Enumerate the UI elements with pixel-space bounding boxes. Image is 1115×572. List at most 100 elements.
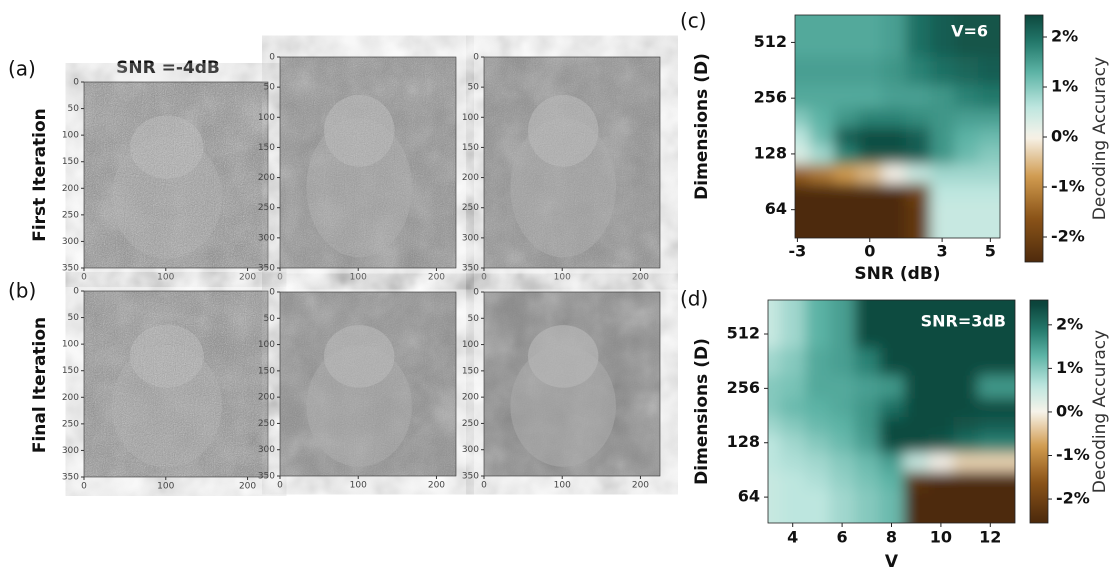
heatmap-cell xyxy=(954,164,979,183)
y-tick-label: 50 xyxy=(68,104,80,114)
x-tick-label: 5 xyxy=(985,242,996,261)
heatmap xyxy=(765,0,1031,269)
y-tick-label: 350 xyxy=(258,472,275,482)
heatmap-cell xyxy=(904,375,929,399)
heatmap-cell xyxy=(904,416,929,434)
heatmap-cell xyxy=(780,452,805,471)
heatmap-cell xyxy=(834,56,859,84)
x-tick-label: 0 xyxy=(81,482,87,492)
y-tick-label: 350 xyxy=(462,264,479,274)
y-tick-label: 0 xyxy=(473,288,479,298)
heatmap-cell xyxy=(854,488,879,507)
heatmap-cell xyxy=(906,201,931,220)
heatmap-cell xyxy=(805,452,830,471)
heatmap-cell xyxy=(780,471,805,489)
heatmap-cell xyxy=(834,84,859,108)
y-tick-label: 200 xyxy=(462,173,479,183)
heatmap-cell xyxy=(882,84,907,108)
heatmap-cell xyxy=(930,183,955,201)
heatmap-cell xyxy=(882,145,907,164)
colorbar-tick-label: -2% xyxy=(1056,489,1090,508)
y-tick-label: 350 xyxy=(258,264,275,274)
heatmap-cell xyxy=(879,471,904,489)
panel-label: (d) xyxy=(680,287,708,311)
heatmap-cell xyxy=(858,0,883,33)
heatmap-cell xyxy=(906,183,931,201)
heatmap-cell xyxy=(906,33,931,57)
x-tick-label: 10 xyxy=(930,528,952,547)
heatmap-cell xyxy=(953,375,978,399)
heatmap-cell xyxy=(809,220,834,269)
heatmap-cell xyxy=(954,127,979,145)
x-tick-label: 0 xyxy=(864,242,875,261)
heatmap-cell xyxy=(830,452,855,471)
heatmap-cell xyxy=(904,488,929,507)
x-tick-label: 100 xyxy=(554,481,571,491)
y-tick-label: 200 xyxy=(258,173,275,183)
heatmap-cell xyxy=(879,434,904,453)
colorbar xyxy=(1030,300,1048,523)
heatmap-cell xyxy=(882,127,907,145)
heatmap-cell xyxy=(978,56,1030,84)
y-tick-label: 512 xyxy=(727,324,760,343)
x-axis-label: V xyxy=(885,552,899,572)
heatmap-cell xyxy=(882,33,907,57)
heatmap-cell xyxy=(930,164,955,183)
y-tick-label: 300 xyxy=(258,233,275,243)
y-tick-label: 350 xyxy=(62,473,79,483)
panel-label: (c) xyxy=(680,9,707,33)
heatmap-cell xyxy=(805,270,830,325)
heatmap-cell xyxy=(879,398,904,417)
colorbar-tick-label: 2% xyxy=(1056,314,1083,333)
heatmap-cell xyxy=(953,348,978,376)
heatmap-cell xyxy=(830,488,855,507)
y-tick-label: 350 xyxy=(62,264,79,274)
y-tick-label: 100 xyxy=(462,340,479,350)
y-tick-label: 250 xyxy=(462,203,479,213)
heatmap-cell xyxy=(809,183,834,201)
heatmap-cell xyxy=(780,416,805,434)
heatmap-cell xyxy=(978,84,1030,108)
y-tick-label: 512 xyxy=(754,32,787,51)
heatmap-cell xyxy=(953,416,978,434)
heatmap-cell xyxy=(906,56,931,84)
heatmap-cell xyxy=(834,0,859,33)
colorbar xyxy=(1025,15,1043,262)
panel-label: (a) xyxy=(8,57,36,81)
heatmap-cell xyxy=(780,488,805,507)
y-tick-label: 100 xyxy=(62,131,79,141)
y-tick-label: 150 xyxy=(462,366,479,376)
heatmap-cell xyxy=(780,398,805,417)
heatmap-cell xyxy=(805,434,830,453)
heatmap-cell xyxy=(854,452,879,471)
heatmap-cell xyxy=(805,375,830,399)
y-tick-label: 150 xyxy=(258,366,275,376)
heatmap-cell xyxy=(953,434,978,453)
heatmap-cell xyxy=(954,84,979,108)
heatmap-cell xyxy=(879,416,904,434)
heatmap-cell xyxy=(978,183,1030,201)
image-noise xyxy=(84,82,268,268)
heatmap-cell xyxy=(780,375,805,399)
annotation: SNR=3dB xyxy=(921,312,1006,331)
heatmap-cell xyxy=(858,183,883,201)
annotation: V=6 xyxy=(951,22,988,41)
y-tick-label: 150 xyxy=(62,366,79,376)
y-tick-label: 50 xyxy=(264,83,276,93)
x-tick-label: 100 xyxy=(350,481,367,491)
x-tick-label: 200 xyxy=(632,273,649,283)
heatmap-cell xyxy=(830,471,855,489)
x-tick-label: 100 xyxy=(157,482,174,492)
heatmap-cell xyxy=(929,398,954,417)
heatmap-cell xyxy=(738,398,781,417)
heatmap-cell xyxy=(929,375,954,399)
heatmap-cell xyxy=(954,108,979,127)
heatmap-cell xyxy=(805,507,830,554)
heatmap-cell xyxy=(858,201,883,220)
heatmap-cell xyxy=(978,164,1030,183)
image-noise xyxy=(280,57,456,268)
heatmap-cell xyxy=(809,164,834,183)
y-tick-label: 300 xyxy=(62,237,79,247)
heatmap-cell xyxy=(953,471,978,489)
heatmap-cell xyxy=(805,348,830,376)
